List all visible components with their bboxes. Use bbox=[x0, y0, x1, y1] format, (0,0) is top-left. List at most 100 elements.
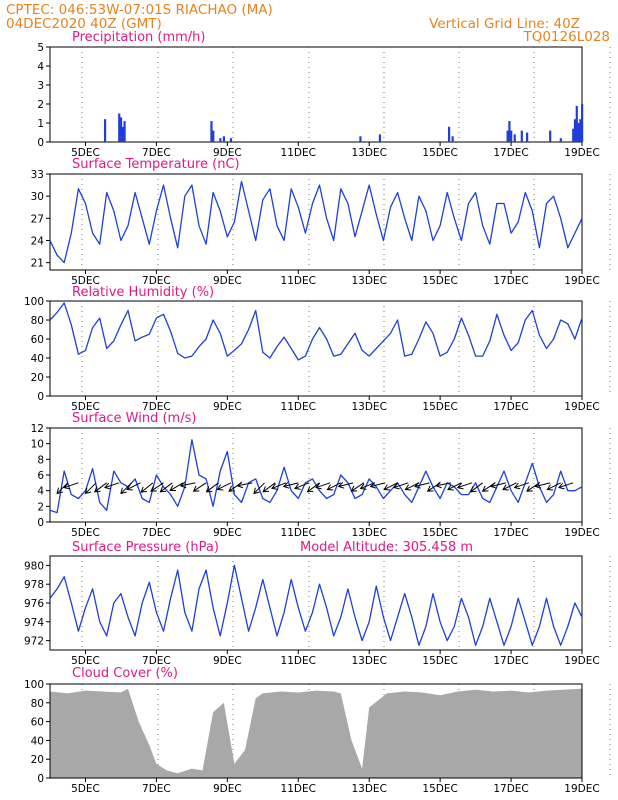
x-tick-label: 19DEC bbox=[564, 527, 599, 539]
panel-title-cloud: Cloud Cover (%) bbox=[72, 666, 178, 681]
wind-arrow-head bbox=[526, 485, 533, 492]
wind-arrow-head bbox=[426, 485, 434, 492]
wind-arrow bbox=[237, 482, 253, 487]
precip-bar bbox=[451, 136, 454, 142]
wind-arrow-head bbox=[369, 481, 377, 489]
wind-arrow bbox=[160, 482, 173, 493]
y-tick-label: 21 bbox=[31, 258, 44, 270]
wind-arrow bbox=[360, 482, 375, 489]
panel-title-wind: Surface Wind (m/s) bbox=[72, 411, 196, 426]
precip-bar bbox=[520, 130, 523, 142]
wind-arrow-head bbox=[93, 486, 101, 493]
plot-frame bbox=[49, 300, 583, 397]
header-location: CPTEC: 046:53W-07:01S RIACHAO (MA) bbox=[6, 2, 273, 18]
precip-bar bbox=[448, 126, 451, 142]
x-tick-label: 11DEC bbox=[281, 783, 316, 795]
wind-arrow-head bbox=[306, 486, 314, 493]
y-tick-label: 978 bbox=[24, 579, 44, 591]
y-tick-label: 974 bbox=[24, 617, 44, 629]
x-tick-label: 13DEC bbox=[351, 527, 386, 539]
plot-frame-overlay bbox=[49, 683, 583, 779]
wind-arrow bbox=[315, 482, 331, 489]
wind-arrow bbox=[514, 482, 529, 489]
y-tick-label: 40 bbox=[31, 735, 44, 747]
x-tick-label: 19DEC bbox=[564, 275, 599, 287]
x-tick-label: 15DEC bbox=[422, 527, 457, 539]
wind-arrow-head bbox=[393, 482, 400, 490]
wind-arrow-head bbox=[447, 484, 454, 491]
wind-arrow bbox=[383, 482, 398, 490]
relative-humidity-line bbox=[49, 302, 583, 361]
wind-arrow bbox=[457, 482, 473, 489]
wind-arrow-head bbox=[236, 481, 244, 489]
wind-arrow bbox=[435, 482, 451, 487]
precip-bar bbox=[359, 136, 362, 142]
wind-arrow-head bbox=[150, 485, 157, 492]
wind-arrow bbox=[94, 482, 108, 493]
plot-frame bbox=[49, 555, 583, 651]
wind-arrow-head bbox=[383, 484, 391, 491]
wind-arrow-head bbox=[513, 482, 521, 490]
wind-arrow-head bbox=[192, 485, 200, 492]
wind-arrow bbox=[169, 482, 184, 491]
panel-title-pressure: Surface Pressure (hPa) bbox=[72, 540, 219, 555]
wind-arrow bbox=[307, 482, 320, 493]
panel-title-precipitation: Precipitation (mm/h) bbox=[72, 30, 205, 45]
y-tick-label: 60 bbox=[31, 334, 44, 346]
wind-arrow-head bbox=[140, 486, 147, 493]
precip-bar bbox=[508, 121, 511, 142]
wind-arrow bbox=[351, 482, 365, 492]
wind-arrow-head bbox=[435, 481, 442, 489]
wind-arrow-head bbox=[350, 485, 358, 492]
y-tick-label: 972 bbox=[24, 636, 44, 648]
y-tick-label: 4 bbox=[37, 61, 44, 73]
y-tick-label: 100 bbox=[24, 679, 44, 691]
y-tick-label: 976 bbox=[24, 598, 44, 610]
wind-arrow-head bbox=[262, 486, 270, 493]
wind-arrow bbox=[63, 482, 79, 489]
panel-precipitation: 0 1 2 3 4 5 5DEC 7DEC 9DEC 11DEC 13DEC 15DEC 17DEC 19… bbox=[37, 42, 611, 159]
y-tick-label: 60 bbox=[31, 717, 44, 729]
precip-bar bbox=[572, 128, 575, 142]
y-tick-label: 2 bbox=[37, 501, 44, 513]
y-tick-label: 1 bbox=[37, 118, 44, 130]
x-tick-label: 5DEC bbox=[71, 783, 100, 795]
surface-temperature-line bbox=[49, 180, 583, 264]
wind-arrow-head bbox=[63, 482, 70, 490]
y-tick-label: 80 bbox=[31, 315, 44, 327]
precip-bar bbox=[210, 121, 213, 142]
x-tick-label: 15DEC bbox=[422, 147, 457, 159]
wind-arrow-head bbox=[271, 483, 278, 490]
wind-arrow-head bbox=[205, 486, 213, 493]
wind-arrow bbox=[283, 482, 299, 487]
precip-bar bbox=[513, 134, 516, 142]
header-model-code: TQ0126L028 bbox=[522, 29, 610, 45]
x-tick-label: 11DEC bbox=[281, 655, 316, 667]
x-tick-label: 11DEC bbox=[281, 401, 316, 413]
x-tick-label: 17DEC bbox=[493, 783, 528, 795]
x-tick-label: 7DEC bbox=[142, 655, 171, 667]
y-tick-label: 10 bbox=[31, 439, 44, 451]
x-tick-label: 9DEC bbox=[213, 655, 242, 667]
wind-arrow bbox=[150, 482, 164, 492]
x-tick-label: 5DEC bbox=[71, 527, 100, 539]
y-tick-label: 27 bbox=[31, 213, 44, 225]
wind-arrow-head bbox=[104, 482, 111, 490]
wind-arrow bbox=[535, 482, 551, 487]
plot-frame bbox=[49, 427, 583, 523]
wind-arrow bbox=[262, 482, 276, 493]
precip-bar bbox=[229, 138, 233, 142]
header-run-date: 04DEC2020 40Z (GMT) bbox=[6, 16, 162, 32]
y-tick-label: 980 bbox=[24, 560, 44, 572]
wind-arrow bbox=[294, 482, 310, 489]
header-grid-note: Vertical Grid Line: 40Z bbox=[429, 16, 580, 32]
wind-arrow bbox=[491, 482, 506, 487]
wind-arrow-head bbox=[294, 483, 301, 490]
y-tick-label: 0 bbox=[37, 391, 44, 403]
y-tick-label: 2 bbox=[37, 99, 44, 111]
y-tick-label: 40 bbox=[31, 353, 44, 365]
precip-bar bbox=[119, 117, 123, 142]
precip-bar bbox=[526, 132, 529, 142]
y-tick-label: 80 bbox=[31, 698, 44, 710]
